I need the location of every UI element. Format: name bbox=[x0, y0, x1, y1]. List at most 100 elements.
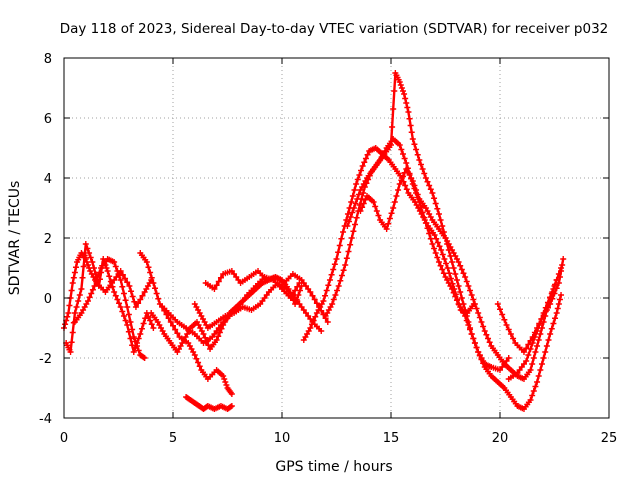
data-point bbox=[346, 218, 353, 225]
data-point bbox=[465, 322, 472, 328]
data-point bbox=[538, 316, 545, 322]
data-point bbox=[332, 292, 339, 298]
data-series bbox=[71, 256, 148, 361]
data-point bbox=[362, 196, 369, 203]
data-point bbox=[432, 250, 439, 256]
data-point bbox=[401, 91, 408, 97]
data-point bbox=[465, 283, 472, 289]
data-point bbox=[62, 321, 69, 328]
data-point bbox=[470, 296, 477, 303]
data-point bbox=[431, 195, 438, 202]
data-series bbox=[357, 166, 560, 382]
data-point bbox=[440, 270, 447, 277]
data-point bbox=[93, 278, 100, 285]
data-point bbox=[318, 328, 325, 334]
data-point bbox=[348, 235, 355, 241]
data-point bbox=[112, 292, 119, 299]
data-point bbox=[132, 338, 139, 345]
data-point bbox=[122, 317, 129, 324]
data-point bbox=[71, 269, 78, 276]
data-point bbox=[103, 265, 110, 271]
chart-title: Day 118 of 2023, Sidereal Day-to-day VTE… bbox=[60, 21, 609, 37]
data-point bbox=[80, 263, 87, 270]
data-point bbox=[439, 251, 446, 258]
data-point bbox=[431, 232, 438, 238]
data-point bbox=[389, 124, 396, 130]
data-point bbox=[476, 314, 483, 321]
data-point bbox=[503, 322, 510, 328]
data-point bbox=[340, 229, 347, 235]
data-point bbox=[468, 292, 475, 298]
data-series bbox=[202, 268, 331, 325]
data-point bbox=[322, 292, 329, 299]
data-point bbox=[217, 274, 224, 281]
data-point bbox=[505, 355, 512, 361]
data-point bbox=[150, 280, 157, 286]
data-point bbox=[172, 326, 179, 333]
data-point bbox=[84, 262, 91, 268]
data-point bbox=[535, 337, 542, 343]
data-point bbox=[134, 343, 141, 349]
x-tick-label: 20 bbox=[492, 431, 509, 446]
data-point bbox=[486, 339, 493, 346]
data-point bbox=[342, 262, 349, 268]
data-point bbox=[458, 295, 465, 301]
data-series bbox=[191, 280, 325, 334]
data-point bbox=[530, 355, 537, 361]
data-point bbox=[67, 349, 74, 355]
data-point bbox=[449, 259, 456, 265]
data-point bbox=[147, 269, 154, 276]
data-point bbox=[307, 289, 314, 295]
data-point bbox=[370, 199, 377, 205]
data-point bbox=[71, 310, 78, 316]
data-point bbox=[124, 279, 131, 286]
data-point bbox=[330, 296, 337, 303]
data-point bbox=[323, 287, 330, 294]
data-point bbox=[421, 214, 428, 221]
data-point bbox=[427, 235, 434, 242]
data-point bbox=[396, 181, 403, 187]
data-point bbox=[294, 283, 301, 290]
data-point bbox=[449, 286, 456, 292]
data-point bbox=[174, 330, 181, 337]
data-point bbox=[211, 286, 218, 292]
data-point bbox=[295, 292, 302, 298]
data-point bbox=[532, 383, 539, 390]
data-point bbox=[473, 305, 480, 312]
data-point bbox=[452, 271, 459, 277]
data-point bbox=[309, 292, 316, 299]
data-point bbox=[433, 235, 440, 242]
data-point bbox=[129, 342, 136, 349]
data-point bbox=[523, 358, 530, 364]
data-point bbox=[127, 335, 134, 342]
data-point bbox=[537, 331, 544, 337]
data-point bbox=[119, 308, 126, 315]
y-tick-label: 0 bbox=[44, 292, 52, 307]
data-point bbox=[132, 304, 139, 310]
data-point bbox=[429, 241, 436, 247]
data-point bbox=[558, 292, 565, 298]
data-point bbox=[163, 311, 170, 318]
data-point bbox=[354, 196, 361, 202]
data-point bbox=[467, 326, 474, 333]
data-point bbox=[542, 349, 549, 355]
data-point bbox=[455, 283, 462, 289]
data-point bbox=[499, 311, 506, 318]
data-point bbox=[360, 190, 367, 196]
data-point bbox=[120, 313, 127, 319]
data-point bbox=[228, 391, 235, 397]
data-point bbox=[153, 290, 160, 297]
data-point bbox=[109, 283, 116, 290]
data-point bbox=[213, 337, 220, 343]
data-point bbox=[460, 270, 467, 277]
data-point bbox=[388, 210, 395, 217]
data-point bbox=[457, 262, 464, 269]
data-point bbox=[453, 277, 460, 283]
x-tick-label: 25 bbox=[601, 431, 618, 446]
data-point bbox=[383, 226, 390, 232]
data-point bbox=[536, 322, 543, 328]
data-point bbox=[407, 122, 414, 129]
data-point bbox=[435, 259, 442, 265]
data-point bbox=[527, 397, 534, 403]
data-point bbox=[308, 321, 315, 328]
